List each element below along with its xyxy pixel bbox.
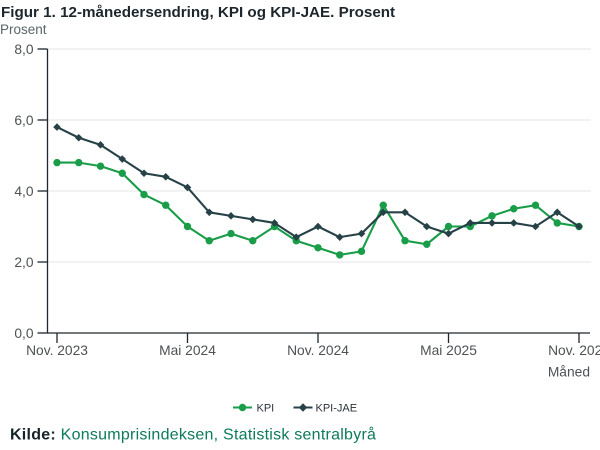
svg-text:KPI-JAE: KPI-JAE (316, 403, 358, 415)
svg-text:Mai 2025: Mai 2025 (420, 343, 477, 358)
svg-text:Nov. 2024: Nov. 2024 (287, 343, 349, 358)
svg-text:Figur 1. 12-månedersendring, K: Figur 1. 12-månedersendring, KPI og KPI-… (1, 4, 395, 21)
svg-text:Mai 2024: Mai 2024 (159, 343, 216, 358)
svg-text:0,0: 0,0 (14, 326, 34, 341)
svg-text:Måned: Måned (548, 364, 590, 379)
svg-text:Nov. 2025: Nov. 2025 (548, 343, 600, 358)
svg-text:2,0: 2,0 (14, 255, 34, 270)
svg-text:Nov. 2023: Nov. 2023 (26, 343, 88, 358)
svg-text:8,0: 8,0 (14, 42, 34, 57)
svg-text:Prosent: Prosent (0, 22, 47, 37)
svg-text:6,0: 6,0 (14, 113, 34, 128)
svg-text:4,0: 4,0 (14, 184, 34, 199)
svg-text:KPI: KPI (257, 403, 275, 415)
svg-text:Kilde: Konsumprisindeksen, Sta: Kilde: Konsumprisindeksen, Statistisk se… (10, 426, 376, 444)
